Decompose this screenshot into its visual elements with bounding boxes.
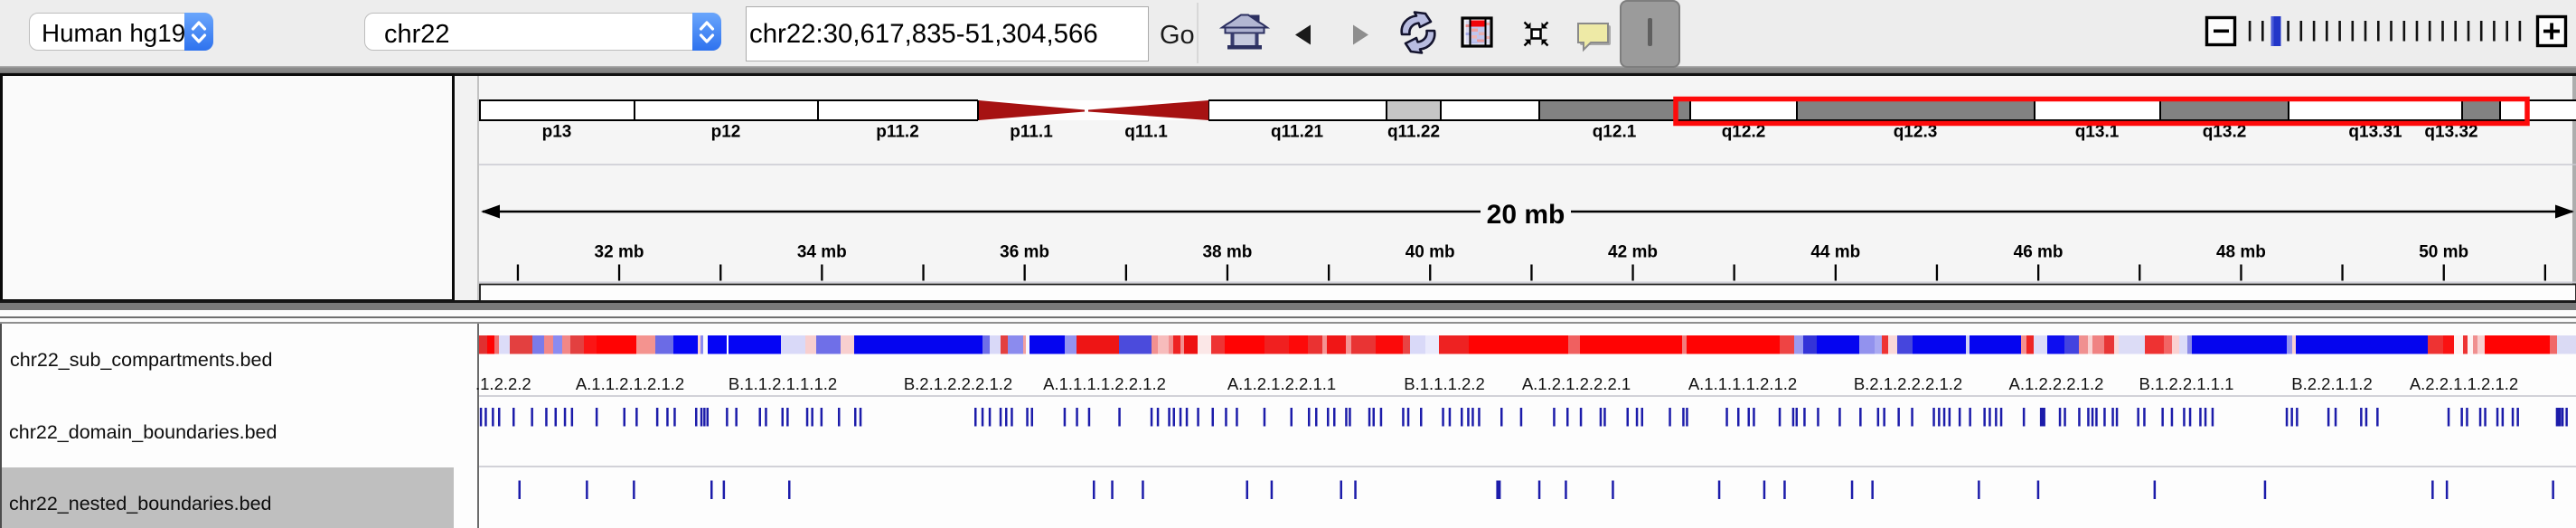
- svg-text:q13.32: q13.32: [2424, 123, 2477, 142]
- svg-text:42 mb: 42 mb: [1608, 243, 1658, 262]
- svg-text:36 mb: 36 mb: [1000, 243, 1049, 262]
- svg-text:48 mb: 48 mb: [2216, 243, 2266, 262]
- svg-text:A.1.2.1.2.2.2.1: A.1.2.1.2.2.2.1: [1522, 374, 1631, 393]
- svg-text:20 mb: 20 mb: [1487, 200, 1565, 230]
- svg-text:B.2.2.1.1.2: B.2.2.1.1.2: [2291, 374, 2372, 393]
- svg-text:q12.3: q12.3: [1894, 123, 1938, 142]
- svg-text:38 mb: 38 mb: [1202, 243, 1252, 262]
- svg-text:B.1.1.1.2.2: B.1.1.1.2.2: [1404, 374, 1484, 393]
- svg-text:A.2.2.1.1.2.1.2: A.2.2.1.1.2.1.2: [2410, 374, 2518, 393]
- svg-text:32 mb: 32 mb: [595, 243, 644, 262]
- svg-text:.1.2.2.2: .1.2.2.2: [475, 374, 531, 393]
- svg-text:A.1.2.1.2.2.1.1: A.1.2.1.2.2.1.1: [1227, 374, 1336, 393]
- svg-text:p11.2: p11.2: [876, 123, 919, 142]
- svg-text:46 mb: 46 mb: [2014, 243, 2064, 262]
- svg-text:q13.2: q13.2: [2203, 123, 2247, 142]
- svg-text:B.2.1.2.2.2.1.2: B.2.1.2.2.2.1.2: [904, 374, 1012, 393]
- svg-text:44 mb: 44 mb: [1810, 243, 1860, 262]
- svg-text:40 mb: 40 mb: [1406, 243, 1455, 262]
- svg-text:p13: p13: [542, 123, 572, 142]
- svg-text:q12.1: q12.1: [1593, 123, 1637, 142]
- svg-text:p11.1: p11.1: [1010, 123, 1053, 142]
- svg-text:p12: p12: [711, 123, 741, 142]
- svg-text:A.1.1.1.1.2.1.2: A.1.1.1.1.2.1.2: [1688, 374, 1797, 393]
- svg-text:q13.1: q13.1: [2075, 123, 2120, 142]
- svg-text:A.1.1.2.1.2.1.2: A.1.1.2.1.2.1.2: [576, 374, 684, 393]
- svg-text:q11.21: q11.21: [1271, 123, 1324, 142]
- svg-text:B.1.2.2.1.1.1: B.1.2.2.1.1.1: [2139, 374, 2234, 393]
- svg-text:B.1.1.2.1.1.1.2: B.1.1.2.1.1.1.2: [729, 374, 837, 393]
- svg-text:q11.22: q11.22: [1387, 123, 1440, 142]
- svg-text:q13.31: q13.31: [2348, 123, 2402, 142]
- svg-text:B.2.1.2.2.2.1.2: B.2.1.2.2.2.1.2: [1854, 374, 1962, 393]
- svg-text:A.1.2.2.2.1.2: A.1.2.2.2.1.2: [2009, 374, 2104, 393]
- svg-text:q12.2: q12.2: [1722, 123, 1766, 142]
- svg-text:A.1.1.1.1.2.2.1.2: A.1.1.1.1.2.2.1.2: [1043, 374, 1166, 393]
- svg-text:50 mb: 50 mb: [2419, 243, 2468, 262]
- svg-text:q11.1: q11.1: [1124, 123, 1168, 142]
- svg-text:34 mb: 34 mb: [797, 243, 847, 262]
